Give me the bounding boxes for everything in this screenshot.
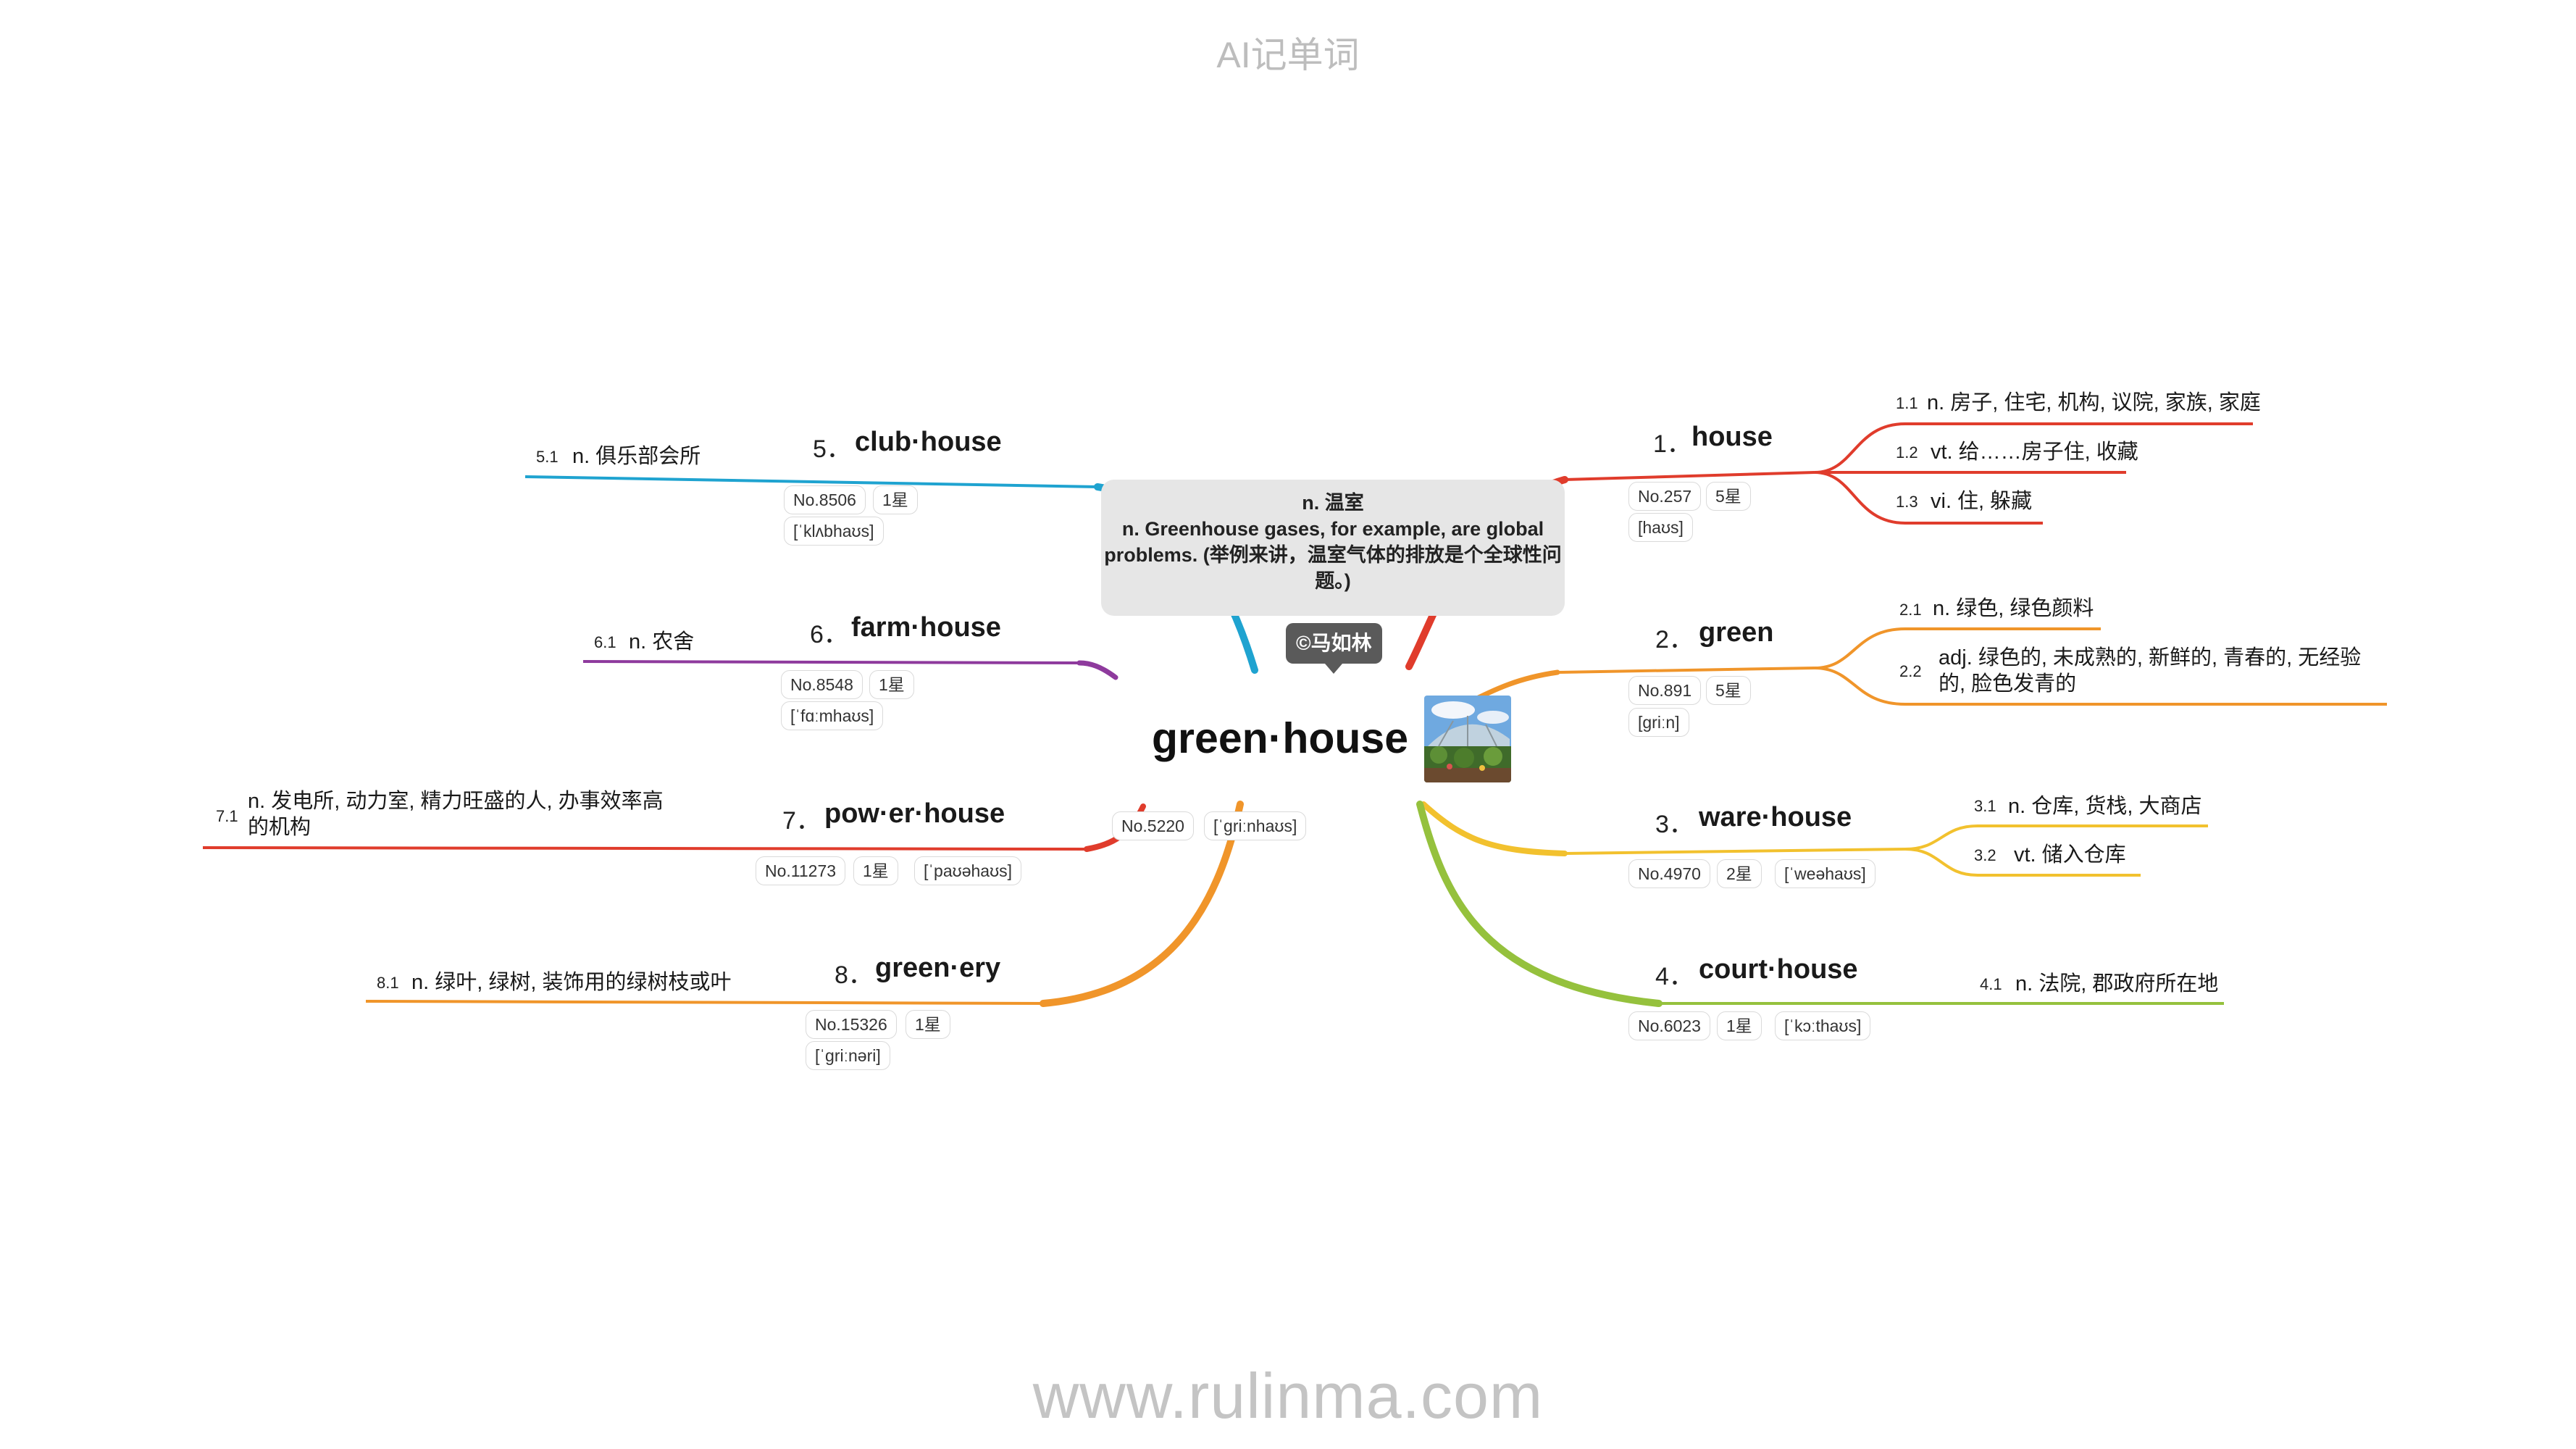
- sense-curve-3-1: [1904, 824, 2208, 851]
- branch-4-phonetic: [ˈkɔːthaʊs]: [1775, 1011, 1871, 1040]
- branch-5-stars: 1星: [873, 485, 918, 514]
- branch-7-index: 7．: [782, 807, 821, 835]
- sense-2-2-num: 2.2: [1899, 662, 1922, 680]
- sense-2-1-text: n. 绿色, 绿色颜料: [1933, 597, 2094, 620]
- branch-6-phonetic: [ˈfɑːmhaʊs]: [781, 701, 884, 730]
- sense-curve-1-3: [1814, 471, 2043, 525]
- definition-pos: n. 温室: [1302, 492, 1364, 514]
- sense-3-2-num: 3.2: [1974, 846, 1996, 864]
- trunk-courthouse: [1416, 801, 1663, 1007]
- sense-8-1-text: n. 绿叶, 绿树, 装饰用的绿树枝或叶: [411, 971, 732, 994]
- sense-7-1-num: 7.1: [216, 807, 238, 825]
- sense-4-1-text: n. 法院, 郡政府所在地: [2015, 972, 2219, 995]
- branch-2-number: No.891: [1628, 676, 1702, 705]
- branch-6-index: 6．: [810, 621, 848, 648]
- underline-farmhouse: [582, 660, 1080, 664]
- sense-3-2-text: vt. 储入仓库: [2014, 843, 2126, 867]
- sense-3-1-text: n. 仓库, 货栈, 大商店: [2008, 795, 2202, 818]
- center-word: green·house: [1152, 714, 1409, 762]
- branch-8-word: green·ery: [875, 953, 1001, 983]
- sense-curve-3-2: [1904, 848, 2141, 877]
- branch-2-phonetic: [ɡriːn]: [1628, 708, 1689, 737]
- center-number-pill: No.5220: [1112, 811, 1194, 840]
- sense-7-1-text: n. 发电所, 动力室, 精力旺盛的人, 办事效率高的机构: [248, 790, 664, 839]
- branch-1-number: No.257: [1628, 482, 1702, 511]
- branch-2-index: 2．: [1655, 626, 1694, 653]
- app-title: AI记单词: [1216, 35, 1360, 75]
- sense-4-1-num: 4.1: [1980, 975, 2002, 993]
- branch-7-stars: 1星: [853, 856, 898, 885]
- sense-5-1-num: 5.1: [536, 448, 559, 466]
- center-phonetic-pill: [ˈɡriːnhaʊs]: [1204, 811, 1307, 840]
- branch-5-phonetic: [ˈklʌbhaʊs]: [784, 517, 884, 546]
- sense-5-1-text: n. 俱乐部会所: [572, 445, 701, 468]
- branch-3-phonetic: [ˈweəhaʊs]: [1775, 859, 1875, 888]
- sense-6-1-text: n. 农舍: [629, 630, 695, 653]
- underline-warehouse: [1564, 848, 1906, 855]
- branch-6-word: farm·house: [851, 612, 1001, 643]
- branch-1-stars: 5星: [1706, 482, 1751, 511]
- sense-1-3-num: 1.3: [1896, 493, 1918, 511]
- branch-5-number: No.8506: [784, 485, 866, 514]
- branch-4-word: court·house: [1699, 954, 1858, 985]
- underline-green: [1557, 667, 1815, 674]
- branch-3-word: ware·house: [1699, 802, 1852, 832]
- branch-8-index: 8．: [835, 961, 873, 989]
- sense-2-2-text: adj. 绿色的, 未成熟的, 新鲜的, 青春的, 无经验的, 脸色发青的: [1939, 646, 2362, 696]
- sense-6-1-num: 6.1: [594, 633, 616, 651]
- branch-6-number: No.8548: [781, 670, 863, 699]
- site-url: www.rulinma.com: [1032, 1360, 1544, 1432]
- sense-1-2-text: vt. 给……房子住, 收藏: [1931, 440, 2138, 464]
- branch-8-phonetic: [ˈɡriːnəri]: [806, 1041, 890, 1070]
- underline-powerhouse: [202, 846, 1087, 851]
- sense-1-3-text: vi. 住, 躲藏: [1931, 490, 2033, 513]
- sense-1-1-num: 1.1: [1896, 394, 1918, 412]
- branch-7-phonetic: [ˈpaʊəhaʊs]: [914, 856, 1022, 885]
- branch-1-index: 1．: [1653, 430, 1691, 458]
- branch-2-stars: 5星: [1706, 676, 1751, 705]
- sense-3-1-num: 3.1: [1974, 797, 1996, 815]
- sense-curve-1-1: [1814, 422, 2253, 474]
- underline-house: [1564, 471, 1815, 481]
- branch-1-phonetic: [haʊs]: [1628, 513, 1693, 542]
- sense-curve-2-1: [1814, 627, 2101, 669]
- branch-3-stars: 2星: [1717, 859, 1762, 888]
- branch-8-number: No.15326: [806, 1010, 897, 1039]
- branch-5-index: 5．: [813, 435, 851, 463]
- branch-2-word: green: [1699, 617, 1774, 648]
- branch-1-word: house: [1691, 422, 1773, 452]
- sense-1-2-num: 1.2: [1896, 443, 1918, 462]
- trunk-greenery: [1040, 801, 1244, 1007]
- branch-7-word: pow·er·house: [824, 798, 1005, 829]
- underline-clubhouse: [524, 475, 1098, 488]
- branch-5-word: club·house: [855, 427, 1002, 457]
- branch-7-number: No.11273: [756, 856, 846, 885]
- branch-4-index: 4．: [1655, 963, 1694, 990]
- definition-box: n. 温室 n. Greenhouse gases, for example, …: [1101, 480, 1565, 616]
- branch-4-stars: 1星: [1717, 1011, 1762, 1040]
- branch-6-stars: 1星: [869, 670, 914, 699]
- greenhouse-photo: [1424, 696, 1511, 782]
- trunk-farmhouse: [1076, 660, 1118, 680]
- underline-greenery: [365, 1000, 1044, 1005]
- author-badge: ©马如林: [1286, 623, 1382, 674]
- branch-8-stars: 1星: [906, 1010, 950, 1039]
- branch-4-number: No.6023: [1628, 1011, 1710, 1040]
- sense-1-1-text: n. 房子, 住宅, 机构, 议院, 家族, 家庭: [1927, 391, 2261, 414]
- sense-curve-2-2: [1814, 667, 2387, 706]
- sense-2-1-num: 2.1: [1899, 601, 1922, 619]
- trunk-warehouse: [1421, 801, 1568, 856]
- branch-3-number: No.4970: [1628, 859, 1710, 888]
- sense-8-1-num: 8.1: [377, 974, 399, 992]
- definition-example: n. Greenhouse gases, for example, are gl…: [1104, 518, 1562, 592]
- branch-3-index: 3．: [1655, 811, 1694, 838]
